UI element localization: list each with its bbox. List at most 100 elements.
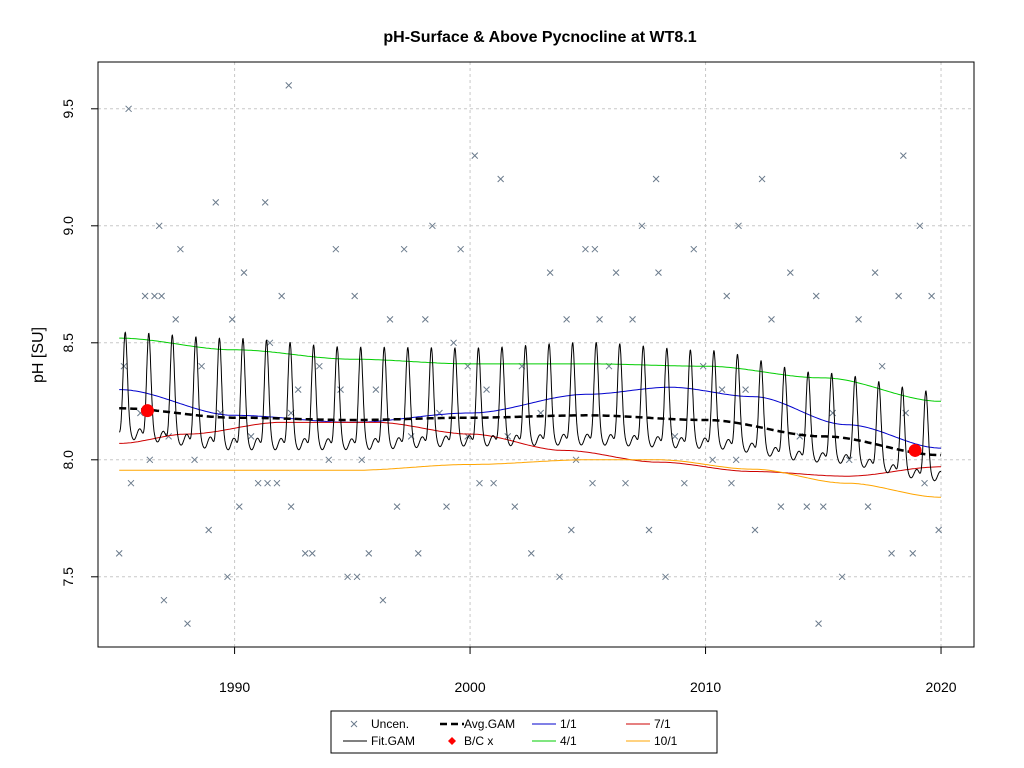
uncen-point — [645, 526, 653, 534]
uncen-point — [652, 175, 660, 183]
uncen-point — [325, 456, 333, 464]
uncen-point — [777, 503, 785, 510]
uncen-point — [709, 456, 716, 464]
uncen-point — [429, 222, 436, 230]
uncen-point — [264, 479, 271, 487]
uncen-point — [527, 550, 535, 557]
uncen-point — [172, 316, 180, 323]
uncen-point — [928, 292, 935, 300]
uncen-point — [344, 573, 351, 581]
uncen-point — [921, 479, 928, 487]
uncen-point — [457, 245, 464, 253]
x-tick-label: 1990 — [219, 679, 250, 695]
uncen-point — [902, 409, 910, 417]
uncen-point — [450, 339, 457, 347]
uncen-point — [115, 550, 123, 557]
uncen-point — [888, 550, 895, 557]
uncen-point — [476, 479, 483, 487]
grid — [98, 62, 974, 647]
uncen-point — [563, 316, 570, 323]
uncen-point — [751, 526, 759, 534]
uncen-point — [629, 316, 636, 323]
uncen-points — [115, 82, 943, 627]
y-tick-label: 9.5 — [60, 99, 76, 119]
uncen-point — [400, 245, 408, 253]
series-line-avg-gam — [119, 407, 941, 457]
bc-point — [908, 443, 922, 457]
uncen-point — [337, 386, 344, 393]
uncen-point — [900, 152, 907, 159]
uncen-point — [490, 479, 497, 487]
uncen-point — [127, 479, 135, 487]
y-tick-label: 7.5 — [60, 567, 76, 587]
uncen-point — [742, 386, 749, 393]
legend-label-10-1: 10/1 — [654, 734, 678, 748]
legend-label-7-1: 7/1 — [654, 717, 671, 731]
uncen-point — [247, 433, 255, 440]
bc-point — [140, 404, 154, 418]
uncen-point — [589, 479, 596, 487]
series-line-fit-gam — [119, 331, 942, 482]
uncen-point — [308, 550, 316, 557]
uncen-point — [421, 316, 429, 323]
uncen-point — [285, 82, 293, 89]
uncen-point — [845, 456, 853, 464]
uncen-point — [228, 316, 236, 323]
uncen-point — [728, 479, 735, 487]
uncen-point — [803, 503, 811, 510]
uncen-point — [638, 222, 646, 230]
uncen-point — [278, 292, 286, 300]
y-axis: 7.5 8.0 8.5 9.0 9.5 — [60, 99, 98, 587]
legend: Uncen. Avg.GAM 1/1 7/1 Fit.GAM B/C x 4/1 10/1 — [330, 710, 718, 754]
uncen-point — [151, 292, 158, 300]
y-tick-label: 8.5 — [60, 333, 76, 353]
uncen-point — [786, 269, 794, 276]
uncen-point — [871, 269, 879, 276]
uncen-point — [191, 456, 198, 464]
bc-points — [140, 404, 922, 457]
uncen-point — [261, 199, 269, 206]
uncen-point — [386, 316, 394, 323]
uncen-point — [596, 316, 603, 323]
series-line-10-1 — [119, 459, 941, 498]
uncen-point — [198, 362, 205, 370]
chart-title: pH-Surface & Above Pycnocline at WT8.1 — [383, 29, 696, 46]
uncen-point — [155, 222, 163, 230]
legend-label-uncen: Uncen. — [371, 717, 409, 731]
plot-frame — [97, 61, 975, 648]
uncen-point — [511, 503, 519, 510]
uncen-point — [909, 550, 917, 557]
uncen-point — [497, 175, 505, 183]
uncen-point — [864, 503, 872, 510]
uncen-point — [301, 550, 309, 557]
uncen-point — [812, 292, 820, 300]
series-lines — [119, 331, 942, 498]
uncen-point — [287, 503, 295, 510]
uncen-point — [471, 152, 479, 159]
legend-label-b-c-x: B/C x — [464, 734, 493, 748]
uncen-point — [160, 596, 168, 604]
uncen-point — [829, 409, 837, 417]
x-tick-label: 2000 — [454, 679, 485, 695]
legend-symbol-b-c-x — [448, 737, 456, 745]
x-axis: 1990 2000 2010 2020 — [219, 647, 957, 695]
uncen-point — [351, 292, 359, 300]
uncen-point — [895, 292, 902, 300]
uncen-point — [379, 596, 387, 604]
uncen-point — [254, 479, 262, 487]
uncen-point — [120, 362, 128, 370]
uncen-point — [125, 105, 132, 113]
y-tick-label: 8.0 — [60, 450, 76, 470]
uncen-point — [146, 456, 154, 464]
uncen-point — [240, 269, 248, 276]
uncen-point — [332, 245, 340, 253]
uncen-point — [212, 199, 220, 206]
legend-label-fit-gam: Fit.GAM — [371, 734, 415, 748]
uncen-point — [612, 269, 620, 276]
uncen-point — [414, 550, 422, 557]
uncen-point — [655, 269, 662, 276]
uncen-point — [768, 316, 775, 323]
uncen-point — [316, 362, 323, 370]
series-line-7-1 — [119, 421, 941, 477]
